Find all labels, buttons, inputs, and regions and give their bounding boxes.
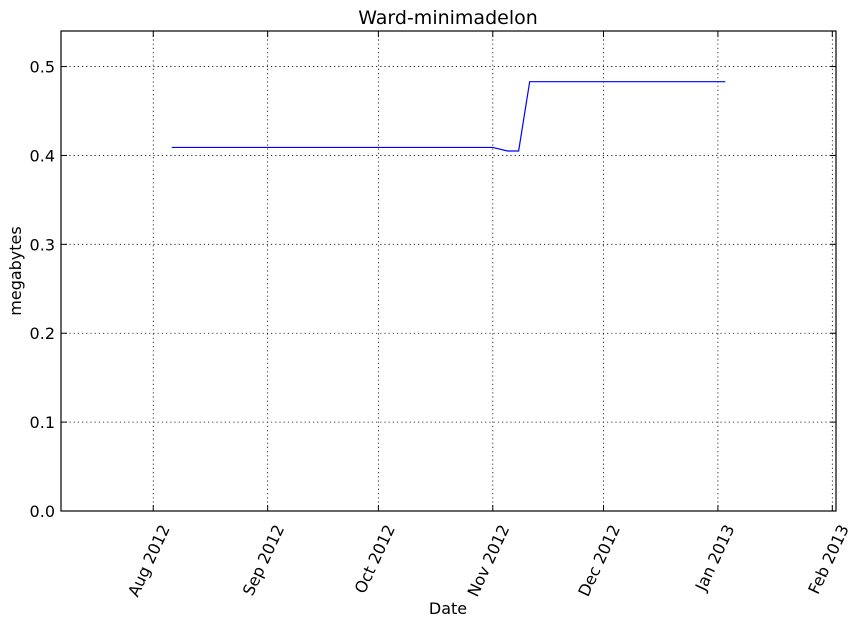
chart-title: Ward-minimadelon [358, 7, 538, 29]
x-tick-label: Jan 2013 [691, 522, 738, 595]
y-tick-label: 0.5 [30, 58, 55, 77]
ticks [61, 31, 836, 512]
series-layer [171, 81, 726, 152]
y-tick-label: 0.4 [30, 146, 55, 165]
y-tick-label: 0.0 [30, 502, 55, 521]
grid [61, 31, 836, 511]
x-tick-label: Sep 2012 [239, 522, 288, 599]
x-tick-label: Oct 2012 [351, 522, 399, 597]
x-tick-label: Aug 2012 [124, 522, 174, 600]
tick-labels: Aug 2012 Sep 2012 Oct 2012 Nov 2012 Dec 2012… [30, 58, 853, 600]
x-tick-label: Dec 2012 [574, 522, 624, 600]
y-tick-label: 0.1 [30, 413, 55, 432]
x-tick-label: Feb 2013 [804, 522, 853, 597]
y-axis-label: megabytes [6, 226, 25, 315]
x-axis-label: Date [429, 599, 467, 618]
y-tick-label: 0.2 [30, 324, 55, 343]
y-tick-label: 0.3 [30, 235, 55, 254]
series-line [171, 81, 726, 152]
plot-frame [60, 30, 837, 512]
x-tick-label: Nov 2012 [464, 522, 514, 600]
